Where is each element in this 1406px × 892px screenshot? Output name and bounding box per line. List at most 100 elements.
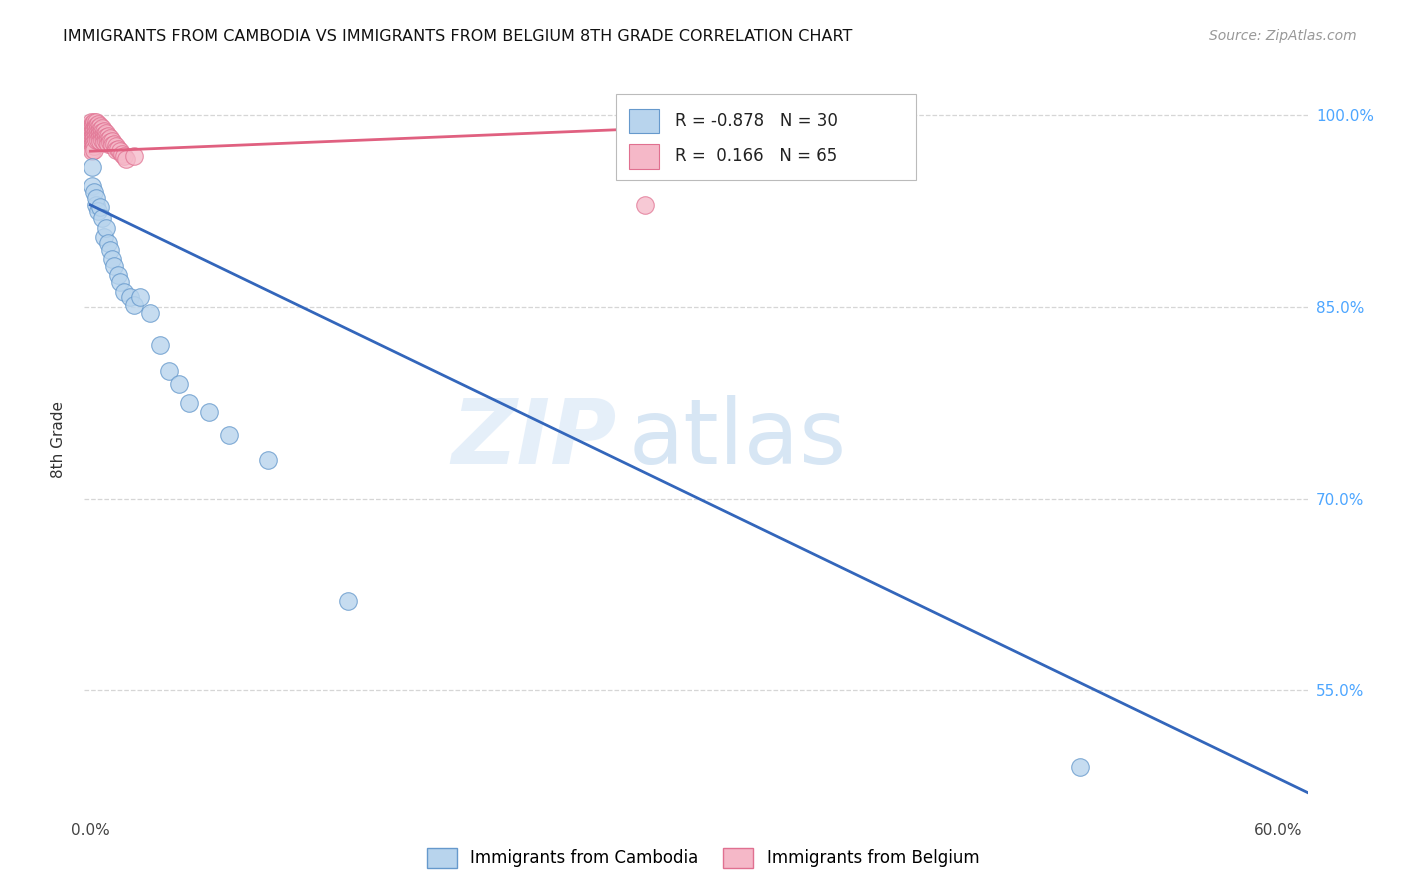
Point bbox=[83, 131, 105, 145]
Point bbox=[80, 117, 103, 131]
Point bbox=[91, 125, 114, 139]
Point bbox=[82, 145, 104, 159]
Point bbox=[82, 124, 104, 138]
Point bbox=[93, 229, 115, 244]
Point bbox=[82, 160, 104, 174]
Point bbox=[179, 396, 201, 410]
Point bbox=[91, 128, 114, 143]
Point bbox=[83, 143, 105, 157]
Point bbox=[336, 594, 359, 608]
Text: atlas: atlas bbox=[628, 395, 846, 483]
Point bbox=[112, 285, 135, 299]
Point bbox=[87, 125, 110, 139]
Point bbox=[84, 119, 107, 133]
Point bbox=[115, 152, 138, 166]
Point bbox=[107, 268, 129, 282]
Point bbox=[93, 131, 115, 145]
Point bbox=[108, 275, 131, 289]
Point bbox=[89, 119, 111, 133]
Point bbox=[94, 130, 117, 145]
Point bbox=[105, 139, 128, 153]
Point bbox=[107, 142, 129, 156]
Point bbox=[97, 136, 120, 151]
Point bbox=[83, 185, 105, 199]
Point bbox=[89, 126, 111, 140]
Bar bbox=[628, 145, 659, 169]
Point bbox=[87, 117, 110, 131]
Point bbox=[101, 134, 124, 148]
Point bbox=[82, 119, 104, 133]
Point bbox=[97, 236, 120, 251]
Point bbox=[122, 149, 145, 163]
Point bbox=[83, 128, 105, 142]
Point bbox=[82, 134, 104, 148]
Point bbox=[94, 220, 117, 235]
Point bbox=[83, 124, 105, 138]
Point bbox=[84, 192, 107, 206]
Point bbox=[89, 130, 111, 145]
Point bbox=[98, 136, 121, 150]
FancyBboxPatch shape bbox=[616, 95, 917, 180]
Point bbox=[128, 290, 150, 304]
Point bbox=[103, 259, 125, 273]
Point bbox=[93, 128, 115, 142]
Point bbox=[84, 125, 107, 139]
Point bbox=[84, 121, 107, 136]
Point bbox=[84, 115, 107, 129]
Point bbox=[83, 139, 105, 153]
Text: R = -0.878   N = 30: R = -0.878 N = 30 bbox=[675, 112, 838, 129]
Point bbox=[93, 124, 115, 138]
Point bbox=[82, 139, 104, 153]
Point bbox=[111, 146, 134, 161]
Point bbox=[633, 198, 655, 212]
Point bbox=[80, 115, 103, 129]
Point bbox=[98, 243, 121, 257]
Point bbox=[97, 128, 120, 143]
Point bbox=[82, 131, 104, 145]
Point bbox=[98, 131, 121, 145]
Point bbox=[83, 115, 105, 129]
Point bbox=[89, 122, 111, 136]
Point bbox=[82, 126, 104, 140]
Point bbox=[89, 134, 111, 148]
Point bbox=[118, 290, 141, 304]
Point bbox=[93, 136, 115, 150]
Point bbox=[218, 427, 240, 442]
Point bbox=[103, 136, 125, 151]
Legend: Immigrants from Cambodia, Immigrants from Belgium: Immigrants from Cambodia, Immigrants fro… bbox=[420, 841, 986, 875]
Point bbox=[91, 121, 114, 136]
Point bbox=[82, 178, 104, 193]
Point bbox=[169, 376, 191, 391]
Point bbox=[105, 143, 128, 157]
Point bbox=[82, 142, 104, 156]
Point bbox=[82, 121, 104, 136]
Text: Source: ZipAtlas.com: Source: ZipAtlas.com bbox=[1209, 29, 1357, 43]
Bar bbox=[628, 109, 659, 133]
Point bbox=[87, 128, 110, 143]
Point bbox=[94, 126, 117, 140]
Point bbox=[1069, 760, 1091, 774]
Point bbox=[84, 198, 107, 212]
Point bbox=[84, 128, 107, 143]
Text: IMMIGRANTS FROM CAMBODIA VS IMMIGRANTS FROM BELGIUM 8TH GRADE CORRELATION CHART: IMMIGRANTS FROM CAMBODIA VS IMMIGRANTS F… bbox=[63, 29, 852, 44]
Point bbox=[108, 145, 131, 159]
Point bbox=[94, 134, 117, 148]
Point bbox=[82, 128, 104, 143]
Point bbox=[159, 364, 181, 378]
Point bbox=[89, 201, 111, 215]
Point bbox=[148, 338, 170, 352]
Point bbox=[122, 297, 145, 311]
Point bbox=[101, 137, 124, 152]
Point bbox=[112, 149, 135, 163]
Point bbox=[84, 133, 107, 147]
Point bbox=[83, 136, 105, 150]
Text: ZIP: ZIP bbox=[451, 395, 616, 483]
Point bbox=[257, 453, 280, 467]
Point bbox=[87, 121, 110, 136]
Point bbox=[101, 252, 124, 266]
Point bbox=[82, 136, 104, 151]
Point bbox=[87, 204, 110, 219]
Point bbox=[87, 133, 110, 147]
Y-axis label: 8th Grade: 8th Grade bbox=[51, 401, 66, 478]
Point bbox=[138, 306, 160, 320]
